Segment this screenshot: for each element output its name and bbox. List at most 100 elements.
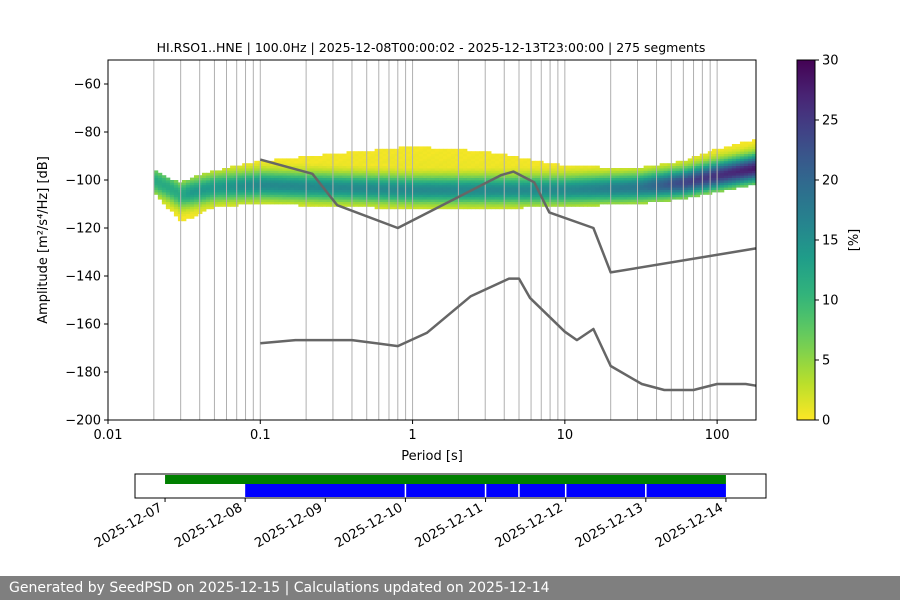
heatmap-cell bbox=[193, 206, 199, 210]
heatmap-cell bbox=[667, 187, 673, 190]
heatmap-cell bbox=[474, 182, 480, 186]
y-tick-label: −200 bbox=[65, 414, 101, 429]
heatmap-cell bbox=[703, 170, 709, 174]
heatmap-cell bbox=[687, 168, 693, 171]
heatmap-cell bbox=[193, 182, 199, 186]
heatmap-cell bbox=[458, 180, 464, 183]
timeline-tick-label: 2025-12-13 bbox=[573, 500, 646, 551]
heatmap-cell bbox=[515, 182, 520, 186]
heatmap-cell bbox=[214, 187, 219, 190]
heatmap-cell bbox=[479, 199, 484, 202]
heatmap-cell bbox=[254, 180, 259, 183]
heatmap-cell bbox=[161, 199, 167, 202]
heatmap-cell bbox=[515, 158, 520, 162]
heatmap-cell bbox=[547, 177, 552, 181]
heatmap-cell bbox=[462, 182, 468, 186]
heatmap-cell bbox=[743, 156, 749, 159]
heatmap-cell bbox=[398, 184, 404, 188]
heatmap-cell bbox=[438, 189, 444, 193]
heatmap-cell bbox=[366, 180, 372, 183]
heatmap-cell bbox=[226, 184, 231, 188]
heatmap-cell bbox=[743, 160, 749, 164]
heatmap-cell bbox=[346, 189, 351, 193]
heatmap-cell bbox=[214, 184, 219, 188]
heatmap-cell bbox=[559, 204, 564, 207]
heatmap-cell bbox=[374, 170, 380, 174]
heatmap-cell bbox=[595, 180, 600, 183]
heatmap-cell bbox=[314, 184, 319, 188]
heatmap-cell bbox=[631, 168, 636, 171]
heatmap-cell bbox=[189, 211, 195, 214]
heatmap-cell bbox=[563, 189, 568, 193]
heatmap-cell bbox=[491, 187, 496, 190]
heatmap-cell bbox=[523, 158, 528, 162]
heatmap-cell bbox=[683, 192, 689, 195]
heatmap-cell bbox=[302, 177, 307, 181]
heatmap-cell bbox=[655, 194, 661, 198]
heatmap-cell bbox=[495, 158, 500, 162]
heatmap-cell bbox=[595, 201, 600, 205]
heatmap-cell bbox=[189, 177, 195, 181]
heatmap-cell bbox=[262, 180, 267, 183]
heatmap-cell bbox=[378, 168, 384, 171]
heatmap-cell bbox=[515, 184, 520, 188]
heatmap-cell bbox=[402, 201, 408, 205]
heatmap-cell bbox=[503, 156, 508, 159]
heatmap-cell bbox=[563, 184, 568, 188]
heatmap-cell bbox=[226, 170, 231, 174]
heatmap-cell bbox=[426, 201, 432, 205]
heatmap-cell bbox=[358, 180, 363, 183]
heatmap-cell bbox=[587, 196, 592, 200]
heatmap-cell bbox=[495, 168, 500, 171]
heatmap-cell bbox=[326, 204, 331, 207]
heatmap-cell bbox=[535, 160, 540, 164]
heatmap-cell bbox=[731, 177, 737, 181]
heatmap-cell bbox=[198, 196, 203, 200]
heatmap-cell bbox=[438, 160, 444, 164]
heatmap-cell bbox=[727, 146, 733, 150]
heatmap-cell bbox=[474, 204, 480, 207]
heatmap-cell bbox=[667, 180, 673, 183]
heatmap-cell bbox=[430, 172, 436, 176]
heatmap-cell bbox=[185, 194, 191, 198]
heatmap-cell bbox=[262, 196, 267, 200]
heatmap-cell bbox=[583, 189, 588, 193]
heatmap-cell bbox=[487, 156, 492, 159]
heatmap-cell bbox=[326, 160, 331, 164]
heatmap-cell bbox=[198, 211, 203, 214]
heatmap-cell bbox=[462, 206, 468, 210]
heatmap-cell bbox=[651, 192, 657, 195]
heatmap-cell bbox=[543, 172, 548, 176]
heatmap-cell bbox=[214, 204, 219, 207]
heatmap-cell bbox=[198, 194, 203, 198]
heatmap-cell bbox=[402, 192, 408, 195]
heatmap-cell bbox=[370, 151, 376, 154]
heatmap-cell bbox=[731, 163, 737, 166]
heatmap-cell bbox=[418, 194, 424, 198]
heatmap-cell bbox=[306, 160, 311, 164]
colorbar-gradient bbox=[796, 59, 816, 421]
heatmap-cell bbox=[206, 184, 211, 188]
heatmap-cell bbox=[619, 199, 624, 202]
heatmap-cell bbox=[727, 187, 733, 190]
heatmap-cell bbox=[262, 199, 267, 202]
heatmap-cell bbox=[366, 168, 372, 171]
heatmap-cell bbox=[342, 165, 347, 169]
heatmap-cell bbox=[222, 196, 227, 200]
heatmap-cell bbox=[298, 182, 303, 186]
heatmap-cell bbox=[382, 196, 388, 200]
heatmap-cell bbox=[675, 189, 681, 193]
heatmap-cell bbox=[723, 182, 729, 186]
heatmap-cell bbox=[222, 204, 227, 207]
heatmap-cell bbox=[362, 204, 367, 207]
heatmap-cell bbox=[362, 172, 367, 176]
heatmap-cell bbox=[362, 196, 367, 200]
heatmap-cell bbox=[659, 194, 665, 198]
heatmap-cell bbox=[639, 182, 644, 186]
heatmap-cell bbox=[487, 194, 492, 198]
heatmap-cell bbox=[466, 196, 472, 200]
heatmap-cell bbox=[747, 153, 753, 157]
heatmap-cell bbox=[671, 175, 677, 178]
heatmap-cell bbox=[290, 163, 295, 166]
heatmap-cell bbox=[523, 165, 528, 169]
